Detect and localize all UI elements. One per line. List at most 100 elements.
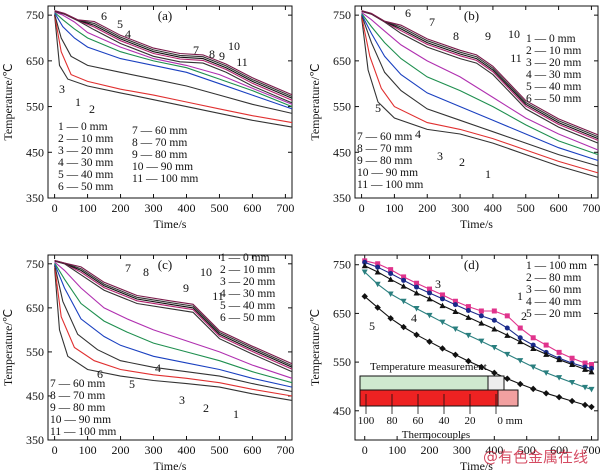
- x-tick-label: 500: [517, 201, 535, 215]
- curve-label: 4: [155, 361, 161, 375]
- marker-square: [427, 286, 433, 292]
- series-line-1: [54, 268, 293, 401]
- series-line-4: [54, 12, 293, 110]
- marker-diamond: [581, 401, 589, 409]
- marker-triangle: [530, 345, 537, 351]
- x-tick-label: 200: [421, 443, 439, 457]
- curve-label: 8: [209, 47, 215, 61]
- legend-entry: 11 — 100 mm: [357, 179, 423, 191]
- y-tick-label: 550: [26, 100, 44, 114]
- panel-label: (d): [464, 257, 479, 272]
- marker-triangle: [491, 326, 498, 332]
- curve-label: 1: [233, 407, 239, 421]
- x-tick-label: 600: [243, 201, 261, 215]
- inset-tick-label: 60: [413, 415, 425, 427]
- curve-label: 4: [415, 127, 421, 141]
- y-tick-label: 550: [333, 355, 351, 369]
- marker-circle: [589, 365, 595, 371]
- panel-label: (a): [158, 8, 172, 23]
- series-line-9: [54, 260, 293, 368]
- marker-diamond: [400, 323, 407, 331]
- curve-label: 3: [179, 393, 185, 407]
- panel-a: 0 100 200 300 400 500 600 700 350 450 550 650 750 Tim…: [1, 5, 294, 231]
- inset-tick-label: 100: [358, 415, 375, 427]
- x-tick-label: 700: [583, 443, 600, 457]
- x-tick-label: 500: [210, 201, 228, 215]
- marker-triangle-down: [426, 312, 433, 319]
- x-tick-label: 600: [550, 201, 568, 215]
- x-axis-label: Time/s: [154, 217, 187, 231]
- marker-triangle-down: [478, 338, 485, 345]
- curve-label: 11: [212, 289, 224, 303]
- y-tick-label: 350: [333, 191, 351, 205]
- y-tick-label: 650: [26, 54, 44, 68]
- legend-entry: 8 — 70 mm: [357, 143, 412, 155]
- series-line-11: [361, 10, 599, 136]
- y-tick-label: 650: [333, 306, 351, 320]
- marker-square: [504, 313, 510, 319]
- legend-entry: 10 — 90 mm: [357, 167, 418, 179]
- marker-circle: [478, 313, 484, 319]
- marker-triangle: [478, 320, 485, 326]
- marker-triangle-down: [413, 306, 420, 312]
- marker-circle: [491, 317, 497, 323]
- curve-label: 6: [97, 367, 103, 381]
- curve-label: 9: [485, 29, 491, 43]
- marker-diamond: [555, 393, 563, 401]
- curve-label: 6: [405, 6, 411, 20]
- marker-triangle: [556, 356, 563, 363]
- marker-square: [465, 304, 471, 310]
- legend-entry: 8 — 70 mm: [50, 390, 105, 402]
- legend-entry: 4 — 30 mm: [58, 157, 113, 169]
- series-line-10: [54, 260, 293, 367]
- inset-tick-label: 40: [439, 415, 451, 427]
- y-tick-label: 550: [333, 100, 351, 114]
- marker-triangle-down: [588, 386, 595, 393]
- marker-square: [452, 298, 458, 304]
- legend-entry: 10 — 90 mm: [50, 414, 111, 426]
- curve-label: 2: [459, 155, 465, 169]
- x-tick-label: 300: [145, 201, 163, 215]
- marker-triangle: [452, 308, 459, 314]
- legend-entry: 7 — 60 mm: [132, 125, 187, 137]
- y-tick-label: 750: [333, 8, 351, 22]
- marker-diamond: [439, 345, 446, 352]
- legend-entry: 5 — 40 mm: [526, 81, 581, 93]
- curve-label: 6: [101, 9, 107, 23]
- inset-tick-label: 0 mm: [497, 415, 523, 427]
- curve-label: 7: [193, 43, 199, 57]
- legend-entry: 6 — 50 mm: [526, 93, 581, 105]
- series-line-3: [54, 264, 293, 393]
- marker-diamond: [504, 375, 511, 382]
- x-tick-label: 0: [359, 201, 365, 215]
- curve-label: 7: [429, 15, 435, 29]
- marker-triangle-down: [439, 319, 446, 326]
- marker-triangle: [543, 351, 550, 357]
- marker-diamond: [361, 293, 368, 300]
- marker-diamond: [426, 338, 433, 345]
- y-tick-label: 750: [26, 257, 44, 271]
- legend-entry: 7 — 60 mm: [357, 131, 412, 143]
- marker-triangle-down: [452, 326, 459, 332]
- curve-label: 3: [437, 149, 443, 163]
- legend-entry: 3 — 20 mm: [220, 276, 275, 288]
- marker-circle: [388, 271, 394, 276]
- marker-square: [517, 325, 523, 331]
- y-axis-label: Temperature/℃: [1, 309, 15, 386]
- marker-triangle: [374, 269, 381, 275]
- marker-triangle: [361, 262, 368, 269]
- marker-triangle: [569, 361, 576, 368]
- marker-square: [375, 261, 381, 267]
- marker-triangle-down: [556, 375, 563, 381]
- y-tick-label: 750: [333, 258, 351, 272]
- curve-label: 2: [89, 102, 95, 116]
- marker-diamond: [452, 351, 459, 359]
- legend-entry: 9 — 80 mm: [132, 149, 187, 161]
- marker-triangle-down: [387, 291, 394, 297]
- legend-entry: 3 — 60 mm: [526, 284, 581, 296]
- series-line-11: [54, 259, 293, 365]
- marker-triangle: [400, 283, 407, 289]
- marker-diamond: [478, 363, 485, 371]
- plot-frame: [354, 5, 599, 199]
- x-tick-label: 700: [276, 443, 294, 457]
